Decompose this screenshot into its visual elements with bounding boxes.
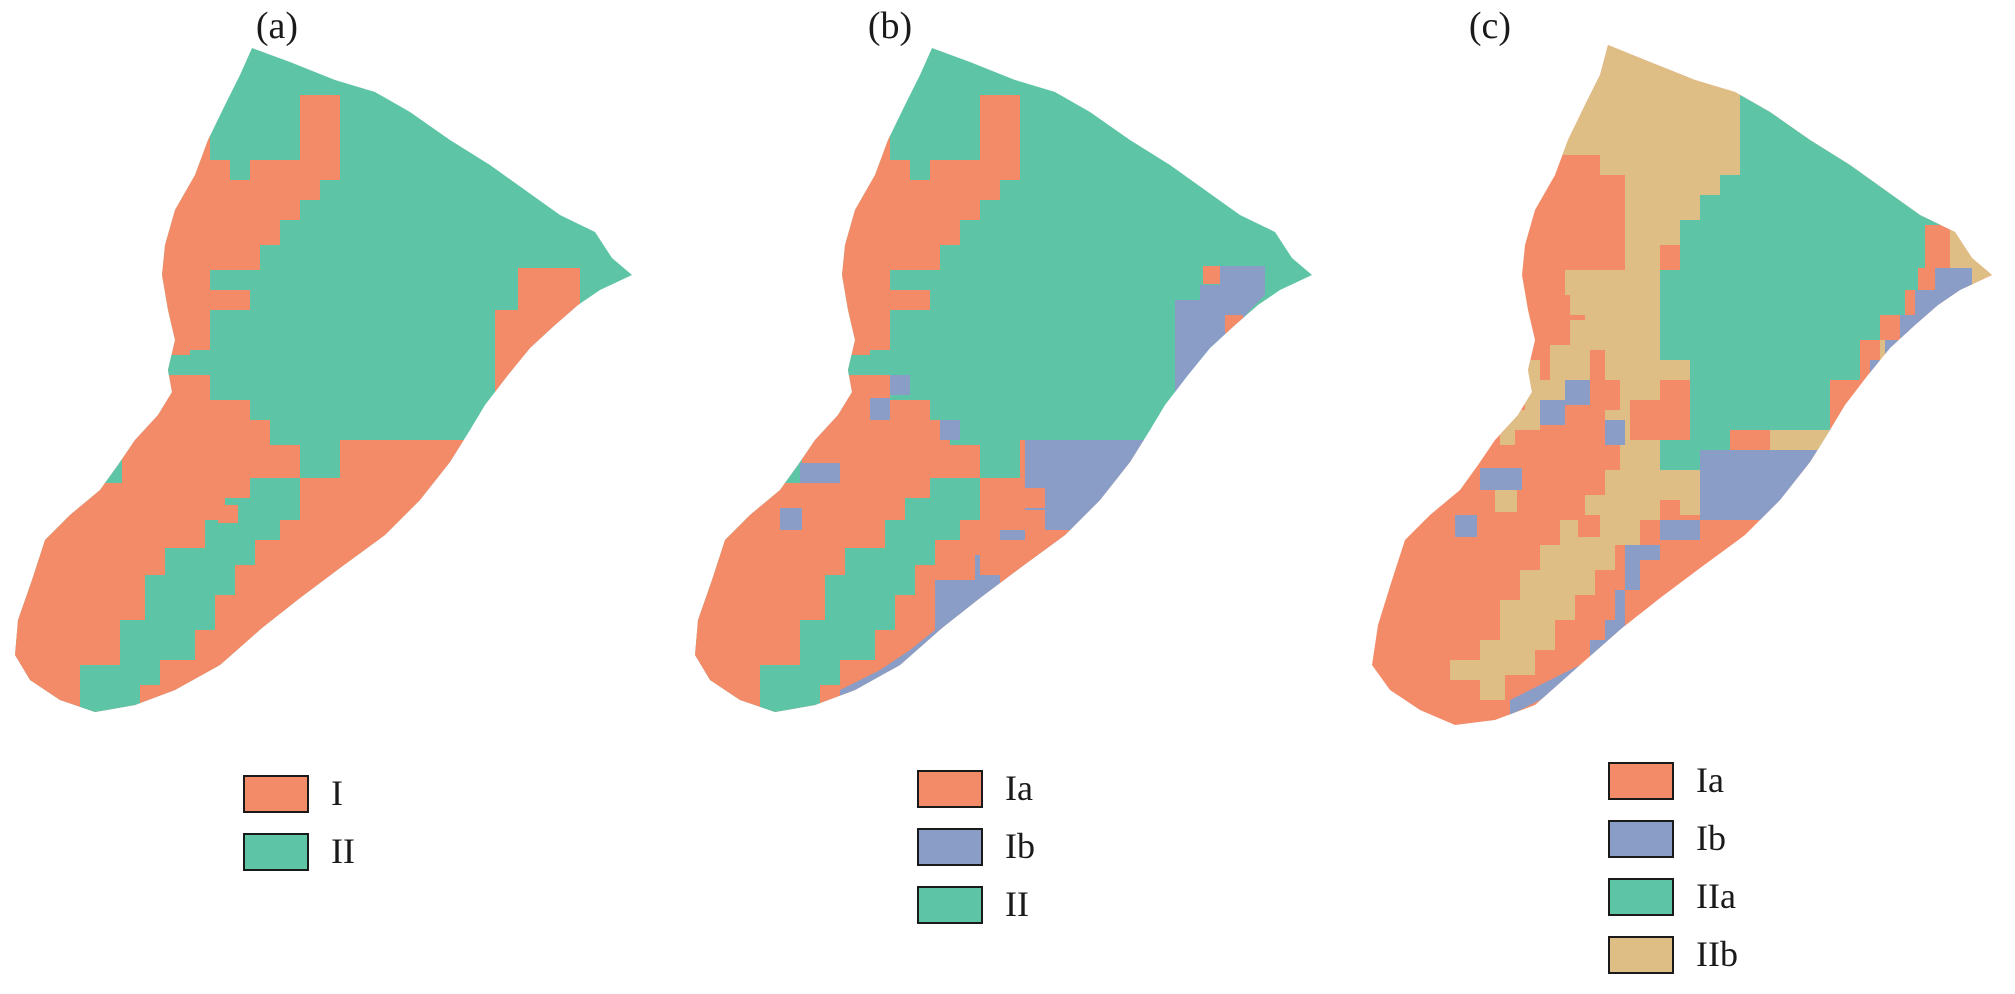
zone-Ib-cell	[940, 420, 960, 440]
zone-Ib-cell	[1480, 468, 1522, 490]
zone-fill-a	[15, 48, 632, 712]
panel-label-a: (a)	[255, 5, 299, 47]
map-panel-b: (b)	[680, 0, 1360, 985]
zone-Ib-cell	[780, 508, 802, 530]
legend-label-IIa: IIa	[1696, 876, 1736, 916]
zoning-map-c	[1372, 45, 1992, 725]
zone-Ib-cell	[870, 398, 890, 420]
zone-II-cell	[848, 355, 870, 375]
legend-label-II: II	[331, 831, 355, 871]
zone-fill-b	[695, 48, 1312, 712]
zone-Ia-cell	[1025, 488, 1045, 508]
zone-IIb-cell	[1570, 270, 1592, 315]
zone-IIb-cell	[1770, 430, 1830, 450]
panel-label-c: (c)	[1468, 5, 1512, 47]
zone-Ib-cell	[1540, 400, 1565, 425]
legend-label-IIb: IIb	[1696, 934, 1738, 974]
zone-Ia-cell	[1578, 515, 1600, 537]
legend-label-Ib: Ib	[1696, 818, 1726, 858]
zone-IIb-cell	[1520, 360, 1540, 380]
zone-IIb-cell	[1495, 490, 1517, 512]
zone-Ia-cell	[955, 618, 977, 636]
zone-IIb-band	[1450, 270, 1700, 700]
zone-II-cell	[168, 355, 190, 375]
zone-Ib-cell	[1565, 380, 1590, 405]
zone-Ia-cell	[1225, 315, 1243, 333]
zone-Ia-cell	[1900, 355, 1918, 377]
zone-Ib-cell	[800, 463, 840, 483]
zoning-map-b	[695, 48, 1312, 712]
zone-Ib-cell	[1455, 515, 1477, 537]
zone-I-cell	[218, 505, 238, 523]
legend-swatch-I	[243, 775, 309, 813]
zone-II-strip	[80, 478, 300, 712]
zone-Ib-cell	[1605, 420, 1625, 445]
legend-swatch-IIa	[1608, 878, 1674, 916]
zone-Ia-cell	[1203, 266, 1220, 284]
zone-Ia-cell	[1918, 268, 1935, 290]
legend-swatch-Ia	[917, 770, 983, 808]
zone-IIb-cell	[1680, 470, 1700, 515]
zone-Ia-cell	[1210, 348, 1228, 366]
zone-II-cell	[780, 455, 802, 483]
legend-label-Ib: Ib	[1005, 826, 1035, 866]
legend-swatch-IIb	[1608, 936, 1674, 974]
legend-swatch-II	[917, 886, 983, 924]
zone-fill-c	[1372, 45, 1992, 725]
legend-swatch-II	[243, 833, 309, 871]
legend-label-I: I	[331, 773, 343, 813]
zone-II-strip	[760, 478, 980, 712]
zone-Ib-east	[1175, 266, 1265, 395]
legend-swatch-Ib	[1608, 820, 1674, 858]
panel-label-b: (b)	[867, 5, 913, 47]
map-panel-c: (c)	[1360, 0, 2015, 985]
zone-Ia-inset	[980, 530, 1090, 620]
zone-Ib-cell	[890, 375, 910, 395]
zone-II-cell	[100, 455, 122, 483]
legend-label-Ia: Ia	[1005, 768, 1033, 808]
legend-swatch-Ib	[917, 828, 983, 866]
legend-swatch-Ia	[1608, 762, 1674, 800]
map-panel-a: (a) I II	[0, 0, 680, 985]
legend-label-Ia: Ia	[1696, 760, 1724, 800]
legend-label-II: II	[1005, 884, 1029, 924]
zoning-map-a	[15, 48, 632, 712]
